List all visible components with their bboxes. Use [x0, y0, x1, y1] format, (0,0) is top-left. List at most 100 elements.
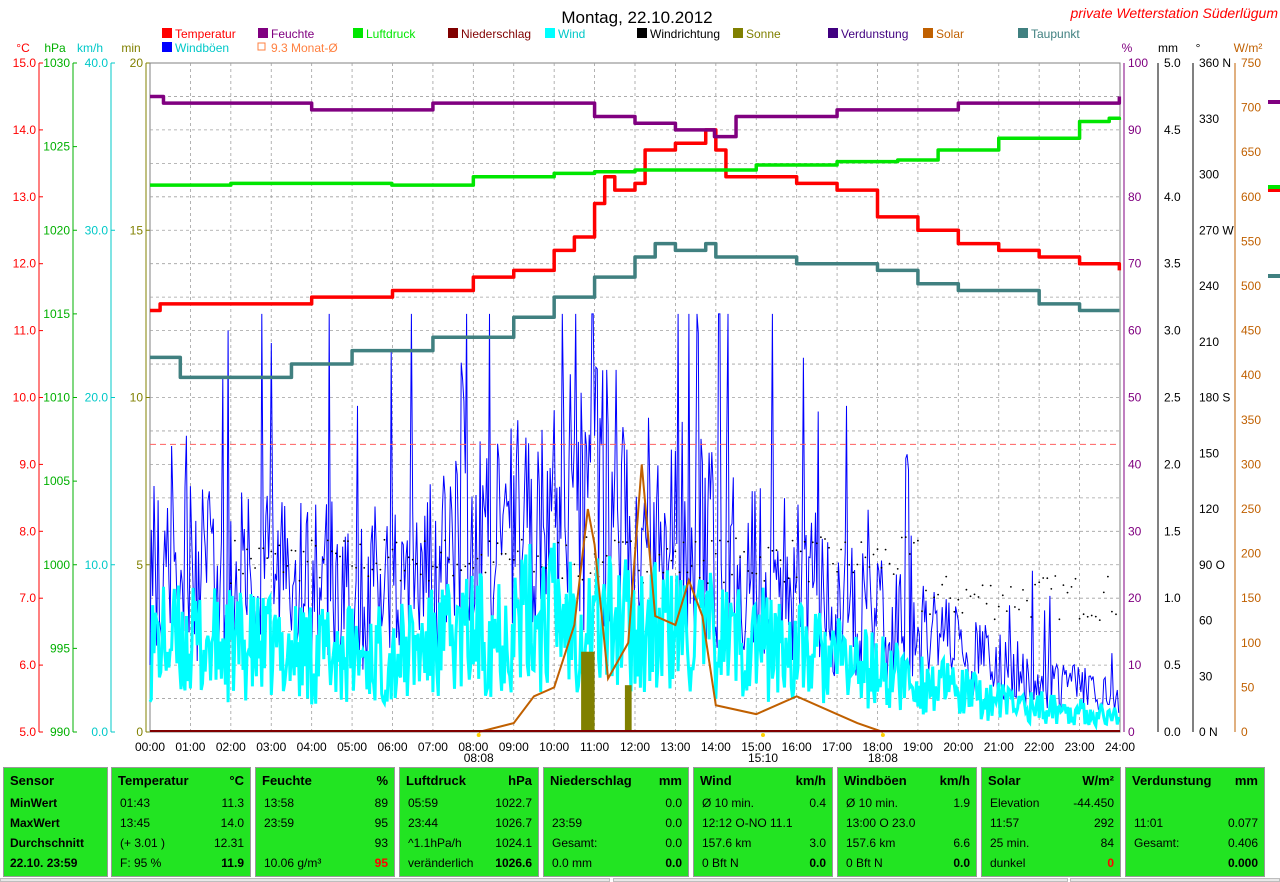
stat-row-label: 0 Bft N: [702, 856, 739, 870]
right-axis-tick-label: 50: [1128, 391, 1142, 405]
windrichtung-point: [714, 552, 717, 555]
stat-block-unit: mm: [658, 773, 682, 788]
windrichtung-point: [888, 562, 891, 565]
windrichtung-point: [282, 571, 285, 573]
stat-row-label: MinWert: [10, 796, 58, 810]
windrichtung-point: [719, 539, 721, 542]
stat-row-value: 0.077: [1227, 816, 1258, 830]
windrichtung-point: [492, 561, 495, 563]
right-axis-tick-label: 200: [1241, 547, 1261, 561]
stat-block-header: Sensor: [10, 773, 55, 788]
windrichtung-point: [480, 553, 483, 556]
windrichtung-point: [799, 550, 802, 553]
left-axis-tick-label: 7.0: [19, 591, 36, 605]
windrichtung-point: [520, 538, 523, 541]
windrichtung-point: [419, 573, 422, 576]
right-axis-tick-label: 750: [1241, 56, 1261, 70]
windrichtung-point: [379, 568, 382, 571]
windrichtung-point: [234, 539, 236, 542]
right-axis-tick-label: 2.0: [1164, 457, 1181, 471]
windrichtung-point: [658, 553, 661, 556]
x-axis-tick-label: 05:00: [337, 740, 367, 754]
windrichtung-point: [949, 597, 952, 599]
windrichtung-point: [727, 540, 729, 543]
windrichtung-point: [407, 556, 410, 559]
windrichtung-point: [1078, 617, 1081, 620]
stat-block-unit: °C: [229, 773, 244, 788]
windrichtung-point: [387, 556, 390, 559]
right-axis-tick-label: 240: [1199, 279, 1219, 293]
left-axis-tick-label: 14.0: [13, 123, 37, 137]
windrichtung-point: [900, 536, 903, 539]
stat-row-label: veränderlich: [408, 856, 474, 870]
windrichtung-point: [1038, 581, 1041, 584]
windrichtung-point: [1062, 584, 1065, 586]
windrichtung-point: [953, 610, 956, 613]
windrichtung-point: [331, 550, 333, 553]
windrichtung-point: [512, 559, 515, 561]
stat-row-value: 0.406: [1227, 836, 1258, 850]
windrichtung-point: [403, 569, 406, 572]
legend-label: 9.3 Monat-Ø: [271, 41, 338, 55]
stat-row-label: 22.10. 23:59: [10, 856, 78, 870]
statistics-panel: Sensor MinWert MaxWert Durchschnitt 22.10. 2…: [0, 763, 1280, 882]
windrichtung-point: [1046, 577, 1049, 580]
stat-block-header: Luftdruck: [406, 773, 466, 788]
windrichtung-point: [646, 570, 648, 573]
windrichtung-point: [973, 593, 976, 596]
windrichtung-point: [472, 567, 475, 569]
windrichtung-point: [302, 550, 305, 553]
windrichtung-point: [997, 605, 1000, 608]
stat-row-value: 292: [1093, 816, 1114, 830]
right-axis-tick-label: 300: [1199, 168, 1219, 182]
windrichtung-point: [411, 558, 414, 561]
windrichtung-point: [1094, 615, 1097, 618]
windrichtung-point: [545, 567, 547, 569]
windrichtung-point: [504, 553, 507, 555]
left-axis-tick-label: 1020: [43, 223, 70, 237]
windrichtung-point: [343, 540, 345, 542]
x-axis-tick-label: 18:00: [862, 740, 892, 754]
windrichtung-point: [1082, 613, 1085, 616]
left-axis-tick-label: 11.0: [14, 324, 37, 338]
windrichtung-point: [686, 571, 689, 574]
windrichtung-point: [383, 538, 386, 541]
windrichtung-point: [989, 584, 992, 587]
legend-swatch: [162, 28, 172, 38]
stat-row-value: 1026.7: [495, 816, 532, 830]
left-axis-tick-label: 6.0: [19, 658, 36, 672]
stat-row-label: 10.06 g/m³: [264, 856, 322, 870]
windrichtung-point: [880, 566, 883, 569]
windrichtung-point: [339, 555, 341, 558]
legend-label: Temperatur: [175, 27, 236, 41]
windrichtung-point: [573, 563, 576, 566]
stat-block-windböen: Windböen km/h Ø 10 min. 1.9 13:00 O 23.0 157.…: [837, 767, 977, 877]
right-axis-tick-label: 250: [1241, 502, 1261, 516]
windrichtung-point: [1050, 588, 1053, 590]
x-axis-tick-label: 08:00: [458, 740, 488, 754]
windrichtung-point: [993, 618, 996, 621]
left-axis-tick-label: 5.0: [19, 725, 36, 739]
right-axis-tick-label: 0.0: [1164, 725, 1181, 739]
windrichtung-point: [436, 566, 438, 569]
right-axis-unit: W/m²: [1234, 41, 1263, 55]
windrichtung-point: [395, 541, 398, 544]
windrichtung-point: [589, 572, 592, 574]
right-axis-tick-label: 70: [1128, 257, 1142, 271]
windrichtung-point: [496, 542, 499, 545]
legend-swatch: [923, 28, 933, 38]
windrichtung-point: [1005, 610, 1008, 612]
right-axis-tick-label: 100: [1241, 636, 1261, 650]
stat-block-verdunstung: Verdunstung mm 11:01 0.077 Gesamt: 0.406 0.000: [1125, 767, 1265, 877]
sun-marker-label: 08:08: [464, 751, 494, 763]
windrichtung-point: [957, 598, 960, 601]
stat-row-value: 0.0: [665, 836, 682, 850]
windrichtung-point: [1070, 586, 1073, 588]
left-axis-tick-label: 8.0: [19, 524, 36, 538]
plot-area: [148, 62, 1280, 733]
stat-row-label: 13:58: [264, 796, 295, 810]
windrichtung-point: [347, 540, 349, 542]
left-axis-tick-label: 20: [130, 56, 144, 70]
x-axis-tick-label: 13:00: [660, 740, 690, 754]
